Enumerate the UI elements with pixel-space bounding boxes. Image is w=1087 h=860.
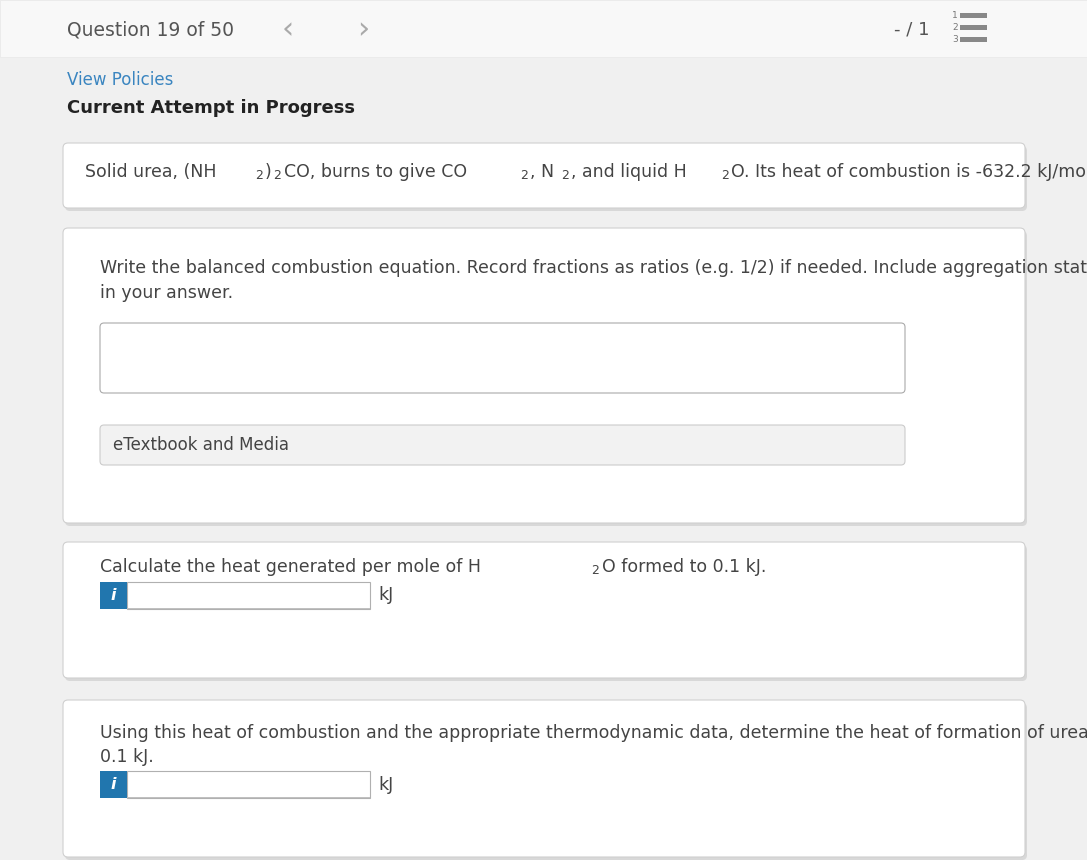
Text: eTextbook and Media: eTextbook and Media bbox=[113, 436, 289, 454]
Bar bbox=[960, 13, 987, 18]
Bar bbox=[960, 25, 987, 30]
Text: 0.1 kJ.: 0.1 kJ. bbox=[100, 748, 153, 766]
Text: View Policies: View Policies bbox=[67, 71, 173, 89]
Text: Calculate the heat generated per mole of H: Calculate the heat generated per mole of… bbox=[100, 558, 482, 576]
FancyBboxPatch shape bbox=[65, 231, 1027, 526]
Text: in your answer.: in your answer. bbox=[100, 284, 233, 302]
Text: 2: 2 bbox=[274, 169, 282, 182]
Text: , N: , N bbox=[530, 163, 554, 181]
Text: Using this heat of combustion and the appropriate thermodynamic data, determine : Using this heat of combustion and the ap… bbox=[100, 724, 1087, 742]
FancyBboxPatch shape bbox=[100, 425, 905, 465]
Text: 2: 2 bbox=[721, 169, 728, 182]
Text: 2: 2 bbox=[254, 169, 263, 182]
Text: CO, burns to give CO: CO, burns to give CO bbox=[284, 163, 466, 181]
Text: - / 1: - / 1 bbox=[895, 21, 930, 39]
Bar bbox=[127, 607, 370, 609]
FancyBboxPatch shape bbox=[63, 542, 1025, 678]
Text: 2: 2 bbox=[952, 23, 958, 33]
Text: ‹: ‹ bbox=[282, 15, 295, 45]
Text: kJ: kJ bbox=[378, 587, 393, 605]
Text: Current Attempt in Progress: Current Attempt in Progress bbox=[67, 99, 355, 117]
Bar bbox=[127, 796, 370, 798]
Text: ): ) bbox=[265, 163, 272, 181]
FancyBboxPatch shape bbox=[65, 703, 1027, 860]
FancyBboxPatch shape bbox=[63, 143, 1025, 208]
Text: 2: 2 bbox=[591, 564, 600, 577]
FancyBboxPatch shape bbox=[65, 146, 1027, 211]
FancyBboxPatch shape bbox=[63, 228, 1025, 523]
FancyBboxPatch shape bbox=[100, 323, 905, 393]
Bar bbox=[100, 771, 127, 798]
Text: i: i bbox=[111, 588, 116, 603]
Bar bbox=[960, 37, 987, 42]
Text: 2: 2 bbox=[561, 169, 570, 182]
Text: ›: › bbox=[357, 15, 370, 45]
Text: O. Its heat of combustion is -632.2 kJ/mol.: O. Its heat of combustion is -632.2 kJ/m… bbox=[730, 163, 1087, 181]
Bar bbox=[127, 582, 370, 609]
Text: kJ: kJ bbox=[378, 776, 393, 794]
Text: 3: 3 bbox=[952, 35, 958, 45]
Text: O formed to 0.1 kJ.: O formed to 0.1 kJ. bbox=[602, 558, 766, 576]
FancyBboxPatch shape bbox=[63, 700, 1025, 857]
Text: i: i bbox=[111, 777, 116, 792]
Bar bbox=[127, 771, 370, 798]
Text: Question 19 of 50: Question 19 of 50 bbox=[67, 21, 234, 40]
Text: 1: 1 bbox=[952, 11, 958, 21]
Text: , and liquid H: , and liquid H bbox=[572, 163, 687, 181]
Text: Solid urea, (NH: Solid urea, (NH bbox=[85, 163, 216, 181]
Bar bbox=[0, 0, 1087, 57]
Text: 2: 2 bbox=[520, 169, 528, 182]
Text: Write the balanced combustion equation. Record fractions as ratios (e.g. 1/2) if: Write the balanced combustion equation. … bbox=[100, 259, 1087, 277]
FancyBboxPatch shape bbox=[65, 545, 1027, 681]
Bar bbox=[100, 582, 127, 609]
